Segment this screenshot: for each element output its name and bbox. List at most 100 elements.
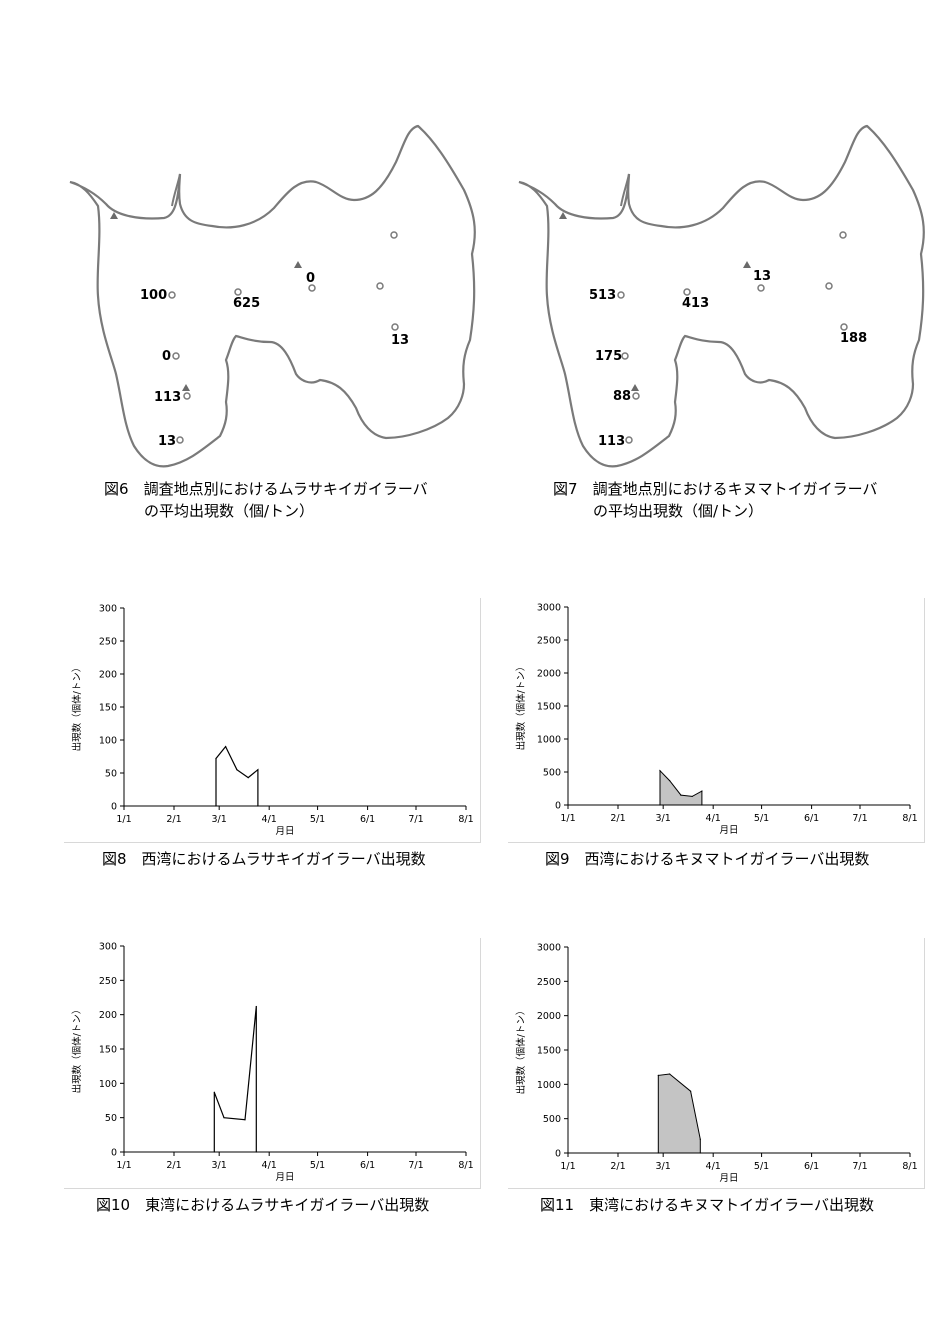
survey-stations-map-6 — [168, 231, 399, 444]
y-tick-label: 0 — [555, 801, 561, 812]
caption-text: 調査地点別におけるムラサキイガイラーバ — [143, 480, 428, 498]
station-value-label: 113 — [154, 390, 181, 405]
bay-mouth-map-6 — [171, 173, 181, 207]
data-point — [690, 1090, 692, 1092]
y-tick-label: 100 — [99, 1079, 117, 1090]
station-marker — [183, 392, 191, 400]
y-tick-label: 1000 — [537, 735, 561, 746]
x-tick-label: 7/1 — [852, 1161, 867, 1172]
caption-text-line2: の平均出現数（個/トン） — [593, 502, 764, 520]
station-marker — [825, 282, 833, 290]
y-axis-label: 出現数（個体/トン） — [515, 662, 527, 751]
x-tick-label: 1/1 — [560, 1161, 575, 1172]
chart-figure-10: 0 50 100 150 200 250 300 1/1 2/1 3/1 4/1 5/1 6/1 7/1 8… — [71, 942, 474, 1184]
station-marker — [757, 284, 765, 292]
y-tick-label: 200 — [99, 670, 117, 681]
map-figure-7: 513 413 13 175 88 113 188 — [518, 124, 925, 468]
caption-number: 図6 — [104, 480, 129, 498]
x-tick-label: 6/1 — [360, 814, 375, 825]
y-tick-label: 1000 — [537, 1080, 561, 1091]
x-tick-label: 3/1 — [212, 1160, 227, 1171]
y-axis-label: 出現数（個体/トン） — [71, 1005, 83, 1094]
x-axis-label: 月日 — [719, 825, 738, 836]
series-area — [657, 1073, 701, 1154]
y-tick-label: 2000 — [537, 1011, 561, 1022]
x-tick-label: 5/1 — [310, 1160, 325, 1171]
station-value-label: 188 — [840, 331, 867, 346]
y-tick-label: 3000 — [537, 603, 561, 614]
y-tick-label: 150 — [99, 703, 117, 714]
data-point — [213, 1091, 215, 1093]
data-point — [225, 746, 227, 748]
x-tick-label: 1/1 — [116, 814, 131, 825]
station-value-label: 0 — [306, 271, 315, 286]
data-point — [257, 769, 259, 771]
station-value-label: 13 — [753, 269, 771, 284]
series-line — [215, 745, 259, 806]
x-tick-label: 7/1 — [408, 1160, 423, 1171]
x-tick-label: 4/1 — [262, 1160, 277, 1171]
series-line — [213, 1006, 257, 1152]
station-value-label: 13 — [391, 333, 409, 348]
data-point — [659, 804, 661, 806]
y-tick-label: 500 — [543, 1114, 561, 1125]
triangle-marker — [294, 261, 302, 268]
triangle-marker — [631, 384, 639, 391]
station-marker — [839, 231, 847, 239]
x-tick-label: 8/1 — [902, 813, 917, 824]
x-tick-label: 1/1 — [116, 1160, 131, 1171]
chart-11-caption: 図11 東湾におけるキヌマトイガイラーバ出現数 — [540, 1196, 874, 1214]
caption-text: 調査地点別におけるキヌマトイガイラーバ — [592, 480, 878, 498]
station-marker — [172, 352, 180, 360]
data-point — [247, 777, 249, 779]
triangle-markers-map-6 — [110, 212, 302, 391]
data-point — [257, 805, 259, 807]
x-tick-label: 2/1 — [166, 1160, 181, 1171]
y-tick-label: 300 — [99, 604, 117, 615]
station-marker — [625, 436, 633, 444]
station-marker — [234, 288, 242, 296]
station-marker — [308, 284, 316, 292]
caption-number: 図7 — [553, 480, 578, 498]
y-tick-label: 300 — [99, 942, 117, 953]
x-tick-label: 5/1 — [754, 1161, 769, 1172]
chart-figure-11: 0 500 1000 1500 2000 2500 3000 1/1 2/1 3/1 4/1 5/1 6… — [515, 943, 918, 1185]
station-value-label: 413 — [682, 296, 709, 311]
x-tick-label: 6/1 — [804, 813, 819, 824]
station-marker — [621, 352, 629, 360]
y-tick-label: 3000 — [537, 943, 561, 954]
station-marker — [390, 231, 398, 239]
triangle-markers-map-7 — [559, 212, 751, 391]
map-figure-6: 100 625 0 0 113 13 13 — [69, 124, 476, 468]
data-point — [659, 770, 661, 772]
y-tick-label: 2000 — [537, 669, 561, 680]
data-point — [236, 769, 238, 771]
data-point — [701, 790, 703, 792]
x-tick-label: 4/1 — [706, 813, 721, 824]
data-point — [657, 1074, 659, 1077]
data-point — [680, 794, 682, 796]
y-tick-label: 50 — [105, 769, 117, 780]
x-tick-label: 4/1 — [262, 814, 277, 825]
triangle-marker — [182, 384, 190, 391]
data-point — [255, 1151, 257, 1153]
station-marker — [632, 392, 640, 400]
chart-frame-11 — [508, 938, 925, 1189]
y-tick-label: 1500 — [537, 702, 561, 713]
station-value-label: 513 — [589, 288, 616, 303]
data-point — [215, 757, 217, 760]
y-tick-label: 200 — [99, 1010, 117, 1021]
map-6-caption: 図6 調査地点別におけるムラサキイガイラーバ の平均出現数（個/トン） — [104, 478, 428, 522]
data-point — [223, 1117, 225, 1119]
x-tick-label: 8/1 — [458, 814, 473, 825]
station-marker — [391, 323, 399, 331]
coastline-map-6 — [69, 124, 476, 468]
x-axis-label: 月日 — [275, 826, 294, 837]
y-tick-label: 250 — [99, 976, 117, 987]
x-tick-label: 3/1 — [212, 814, 227, 825]
data-point — [213, 1151, 215, 1153]
y-tick-label: 250 — [99, 637, 117, 648]
data-point — [699, 1138, 701, 1140]
data-point — [701, 804, 703, 806]
data-point — [244, 1119, 246, 1121]
